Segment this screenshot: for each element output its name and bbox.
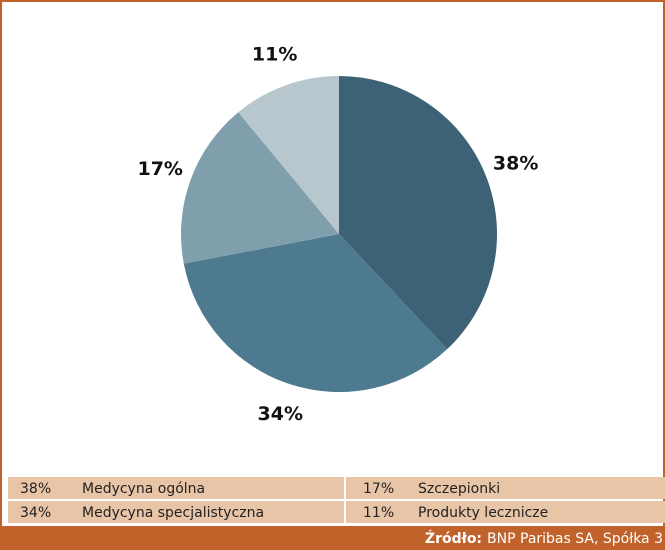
source-label: Źródło: [425,529,482,547]
legend-value: 38% [20,481,51,497]
legend-label: Medycyna specjalistyczna [82,505,264,521]
data-label: 38% [493,153,538,175]
pie-slice [238,76,339,234]
legend-value: 11% [363,505,394,521]
pie-slice [339,76,497,350]
source-text: BNP Paribas SA, Spółka 3 [487,531,663,547]
legend-row [8,501,665,523]
legend-label: Szczepionki [418,481,500,497]
data-label: 17% [137,158,182,180]
source: Źródło: BNP Paribas SA, Spółka 3 [425,529,663,547]
legend-label: Produkty lecznicze [418,505,548,521]
legend-value: 34% [20,505,51,521]
legend-row [8,477,665,499]
pie-slice [181,112,339,264]
data-label: 11% [252,44,297,66]
legend-value: 17% [363,481,394,497]
legend-label: Medycyna ogólna [82,481,205,497]
source-bar [0,526,665,550]
data-label: 34% [258,403,303,425]
pie-slice [183,234,448,392]
